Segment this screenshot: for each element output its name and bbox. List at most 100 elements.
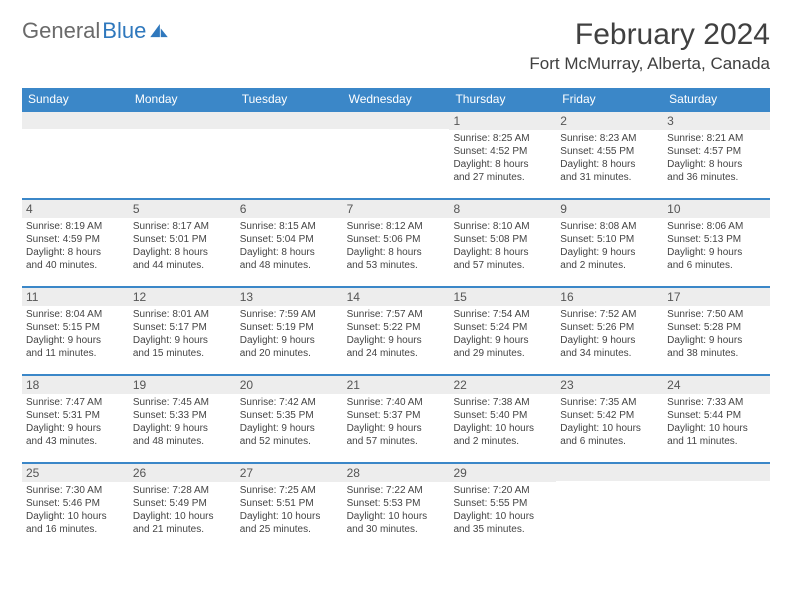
sunset-line: Sunset: 5:55 PM (453, 497, 552, 510)
month-title: February 2024 (529, 18, 770, 52)
sunrise-line: Sunrise: 8:25 AM (453, 132, 552, 145)
sunset-line: Sunset: 5:17 PM (133, 321, 232, 334)
daylight-line-1: Daylight: 9 hours (240, 422, 339, 435)
weekday-header: Sunday (22, 88, 129, 110)
daylight-line-2: and 2 minutes. (453, 435, 552, 448)
day-number: 15 (449, 288, 556, 306)
day-number: 16 (556, 288, 663, 306)
daylight-line-1: Daylight: 9 hours (26, 422, 125, 435)
daylight-line-1: Daylight: 8 hours (347, 246, 446, 259)
daylight-line-2: and 40 minutes. (26, 259, 125, 272)
day-info: Sunrise: 7:59 AMSunset: 5:19 PMDaylight:… (240, 308, 339, 360)
day-number: 1 (449, 112, 556, 130)
day-info: Sunrise: 7:47 AMSunset: 5:31 PMDaylight:… (26, 396, 125, 448)
daylight-line-2: and 30 minutes. (347, 523, 446, 536)
sunrise-line: Sunrise: 7:22 AM (347, 484, 446, 497)
day-cell: 9Sunrise: 8:08 AMSunset: 5:10 PMDaylight… (556, 200, 663, 286)
sunrise-line: Sunrise: 7:25 AM (240, 484, 339, 497)
day-cell (663, 464, 770, 550)
sunset-line: Sunset: 5:42 PM (560, 409, 659, 422)
daylight-line-1: Daylight: 9 hours (347, 422, 446, 435)
daylight-line-1: Daylight: 10 hours (133, 510, 232, 523)
sunrise-line: Sunrise: 8:12 AM (347, 220, 446, 233)
day-info: Sunrise: 8:06 AMSunset: 5:13 PMDaylight:… (667, 220, 766, 272)
day-number: 10 (663, 200, 770, 218)
day-info: Sunrise: 8:08 AMSunset: 5:10 PMDaylight:… (560, 220, 659, 272)
daylight-line-1: Daylight: 9 hours (347, 334, 446, 347)
day-number (556, 464, 663, 481)
week-row: 4Sunrise: 8:19 AMSunset: 4:59 PMDaylight… (22, 198, 770, 286)
daylight-line-2: and 38 minutes. (667, 347, 766, 360)
sunset-line: Sunset: 5:26 PM (560, 321, 659, 334)
day-number: 24 (663, 376, 770, 394)
daylight-line-1: Daylight: 8 hours (560, 158, 659, 171)
day-info: Sunrise: 7:52 AMSunset: 5:26 PMDaylight:… (560, 308, 659, 360)
sunrise-line: Sunrise: 8:23 AM (560, 132, 659, 145)
day-number: 2 (556, 112, 663, 130)
sunrise-line: Sunrise: 7:52 AM (560, 308, 659, 321)
sunrise-line: Sunrise: 8:01 AM (133, 308, 232, 321)
day-cell: 24Sunrise: 7:33 AMSunset: 5:44 PMDayligh… (663, 376, 770, 462)
daylight-line-2: and 11 minutes. (26, 347, 125, 360)
day-info: Sunrise: 8:04 AMSunset: 5:15 PMDaylight:… (26, 308, 125, 360)
day-number: 11 (22, 288, 129, 306)
weekday-header: Saturday (663, 88, 770, 110)
day-info: Sunrise: 7:35 AMSunset: 5:42 PMDaylight:… (560, 396, 659, 448)
day-cell: 21 Sunrise: 7:40 AMSunset: 5:37 PMDayligh… (343, 376, 450, 462)
location: Fort McMurray, Alberta, Canada (529, 54, 770, 74)
daylight-line-2: and 31 minutes. (560, 171, 659, 184)
day-cell: 20Sunrise: 7:42 AMSunset: 5:35 PMDayligh… (236, 376, 343, 462)
day-cell: 15Sunrise: 7:54 AMSunset: 5:24 PMDayligh… (449, 288, 556, 374)
day-number: 17 (663, 288, 770, 306)
day-cell: 13 Sunrise: 7:59 AMSunset: 5:19 PMDayligh… (236, 288, 343, 374)
sunrise-line: Sunrise: 7:45 AM (133, 396, 232, 409)
daylight-line-2: and 35 minutes. (453, 523, 552, 536)
sunset-line: Sunset: 4:57 PM (667, 145, 766, 158)
day-cell: 25Sunrise: 7:30 AMSunset: 5:46 PMDayligh… (22, 464, 129, 550)
daylight-line-2: and 29 minutes. (453, 347, 552, 360)
daylight-line-1: Daylight: 10 hours (347, 510, 446, 523)
daylight-line-2: and 36 minutes. (667, 171, 766, 184)
sunrise-line: Sunrise: 7:38 AM (453, 396, 552, 409)
day-info: Sunrise: 8:19 AMSunset: 4:59 PMDaylight:… (26, 220, 125, 272)
sunset-line: Sunset: 4:55 PM (560, 145, 659, 158)
daylight-line-1: Daylight: 8 hours (133, 246, 232, 259)
daylight-line-2: and 11 minutes. (667, 435, 766, 448)
day-cell (129, 112, 236, 198)
daylight-line-1: Daylight: 8 hours (453, 158, 552, 171)
day-cell: 26Sunrise: 7:28 AMSunset: 5:49 PMDayligh… (129, 464, 236, 550)
daylight-line-1: Daylight: 10 hours (560, 422, 659, 435)
day-info: Sunrise: 8:10 AMSunset: 5:08 PMDaylight:… (453, 220, 552, 272)
day-number: 14 (343, 288, 450, 306)
day-cell: 29Sunrise: 7:20 AMSunset: 5:55 PMDayligh… (449, 464, 556, 550)
daylight-line-1: Daylight: 10 hours (667, 422, 766, 435)
sunrise-line: Sunrise: 7:30 AM (26, 484, 125, 497)
day-info: Sunrise: 7:57 AMSunset: 5:22 PMDaylight:… (347, 308, 446, 360)
day-cell (236, 112, 343, 198)
sunrise-line: Sunrise: 7:57 AM (347, 308, 446, 321)
daylight-line-2: and 24 minutes. (347, 347, 446, 360)
day-number: 21 (343, 376, 450, 394)
daylight-line-2: and 25 minutes. (240, 523, 339, 536)
daylight-line-1: Daylight: 10 hours (26, 510, 125, 523)
sunrise-line: Sunrise: 7:20 AM (453, 484, 552, 497)
day-number: 13 (236, 288, 343, 306)
day-cell (556, 464, 663, 550)
day-info: Sunrise: 8:17 AMSunset: 5:01 PMDaylight:… (133, 220, 232, 272)
sunset-line: Sunset: 5:04 PM (240, 233, 339, 246)
daylight-line-2: and 15 minutes. (133, 347, 232, 360)
sunset-line: Sunset: 5:37 PM (347, 409, 446, 422)
day-number: 6 (236, 200, 343, 218)
daylight-line-2: and 44 minutes. (133, 259, 232, 272)
sunrise-line: Sunrise: 7:59 AM (240, 308, 339, 321)
day-info: Sunrise: 7:22 AMSunset: 5:53 PMDaylight:… (347, 484, 446, 536)
daylight-line-1: Daylight: 10 hours (453, 510, 552, 523)
sunrise-line: Sunrise: 8:08 AM (560, 220, 659, 233)
sunrise-line: Sunrise: 8:04 AM (26, 308, 125, 321)
day-number (236, 112, 343, 129)
daylight-line-2: and 2 minutes. (560, 259, 659, 272)
day-number: 23 (556, 376, 663, 394)
sunrise-line: Sunrise: 7:40 AM (347, 396, 446, 409)
day-cell: 22Sunrise: 7:38 AMSunset: 5:40 PMDayligh… (449, 376, 556, 462)
daylight-line-2: and 48 minutes. (240, 259, 339, 272)
